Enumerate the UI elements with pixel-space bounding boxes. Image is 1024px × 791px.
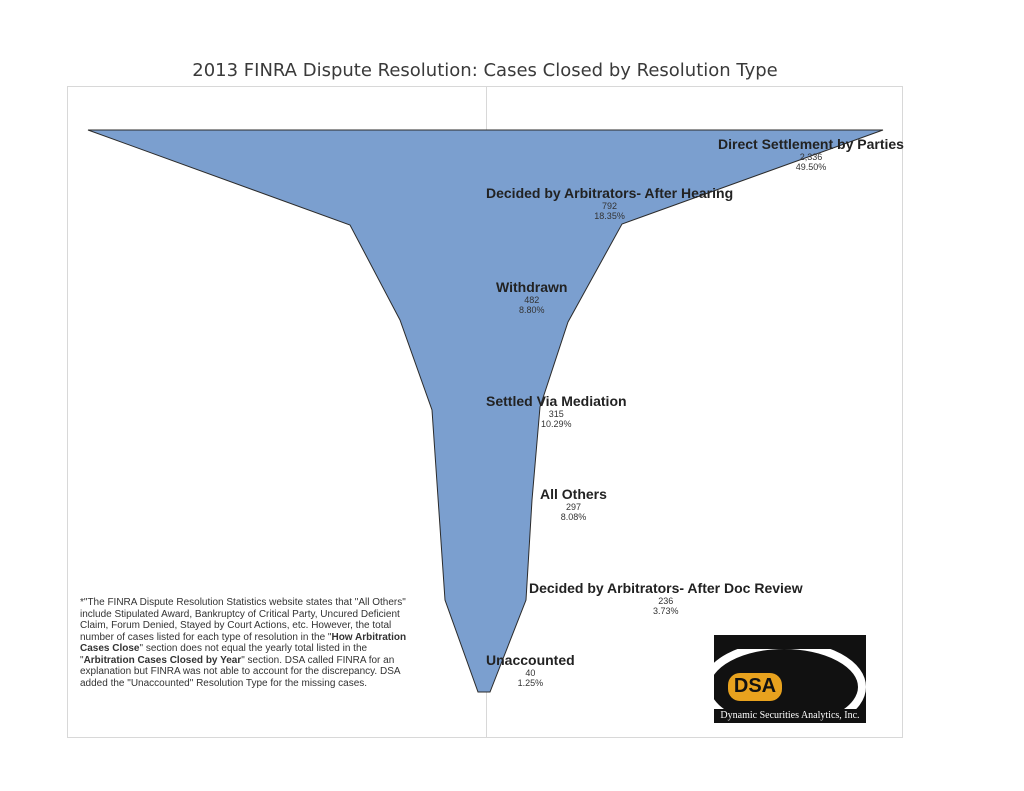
logo-caption: Dynamic Securities Analytics, Inc. xyxy=(714,709,866,723)
stage-label-mediation: Settled Via Mediation 315 10.29% xyxy=(486,393,627,429)
stage-label-doc-review: Decided by Arbitrators- After Doc Review… xyxy=(529,580,803,616)
stage-name: Settled Via Mediation xyxy=(486,393,627,409)
stage-value: 2,336 xyxy=(799,152,823,162)
stage-percent: 3.73% xyxy=(653,606,679,616)
chart-title: 2013 FINRA Dispute Resolution: Cases Clo… xyxy=(192,60,778,81)
stage-percent: 10.29% xyxy=(541,419,572,429)
stage-percent: 8.08% xyxy=(560,512,587,522)
stage-label-all-others: All Others 297 8.08% xyxy=(540,486,607,522)
footnote: *"The FINRA Dispute Resolution Statistic… xyxy=(80,597,410,689)
stage-name: Decided by Arbitrators- After Doc Review xyxy=(529,580,803,596)
stage-name: Unaccounted xyxy=(486,652,575,668)
stage-label-after-hearing: Decided by Arbitrators- After Hearing 79… xyxy=(486,185,733,221)
footnote-bold-1: How Arbitration Cases Close xyxy=(80,631,407,655)
stage-value: 792 xyxy=(602,201,618,211)
footnote-text-3: " section. DSA called FINRA for an expla… xyxy=(80,654,400,689)
stage-label-direct-settlement: Direct Settlement by Parties 2,336 49.50… xyxy=(718,136,904,172)
stage-value: 236 xyxy=(658,596,674,606)
stage-label-unaccounted: Unaccounted 40 1.25% xyxy=(486,652,575,688)
logo-text: DSA xyxy=(733,675,777,697)
stage-percent: 8.80% xyxy=(518,305,545,315)
stage-name: Direct Settlement by Parties xyxy=(718,136,904,152)
stage-label-withdrawn: Withdrawn 482 8.80% xyxy=(496,279,567,315)
footnote-text-2: " section does not equal the yearly tota… xyxy=(80,643,368,666)
stage-value: 40 xyxy=(525,668,536,678)
stage-value: 315 xyxy=(548,409,564,419)
dsa-logo: DSA Dynamic Securities Analytics, Inc. xyxy=(714,635,866,723)
stage-name: Decided by Arbitrators- After Hearing xyxy=(486,185,734,201)
stage-percent: 49.50% xyxy=(795,162,827,172)
stage-value: 482 xyxy=(524,295,540,305)
stage-value: 297 xyxy=(565,502,581,512)
stage-percent: 1.25% xyxy=(517,678,544,688)
footnote-text-1: *"The FINRA Dispute Resolution Statistic… xyxy=(80,597,406,643)
funnel-shape xyxy=(87,129,884,693)
stage-percent: 18.35% xyxy=(594,211,625,221)
footnote-bold-2: Arbitration Cases Closed by Year xyxy=(83,654,242,666)
logo-mark: DSA xyxy=(714,635,866,709)
plot-frame xyxy=(67,86,903,738)
stage-name: Withdrawn xyxy=(496,279,568,295)
stage-name: All Others xyxy=(540,486,607,502)
